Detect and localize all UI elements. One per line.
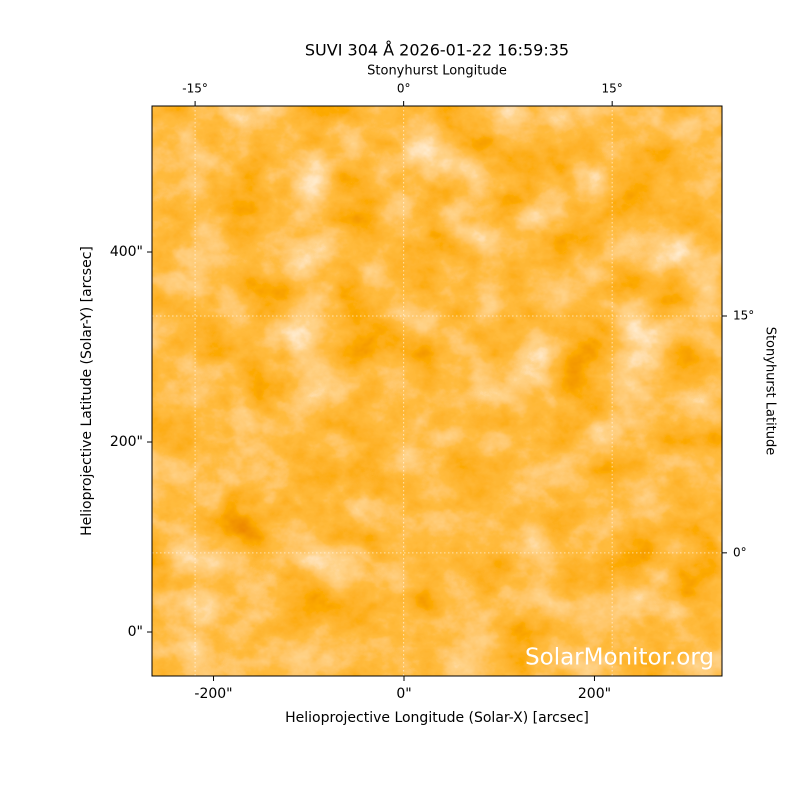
watermark: SolarMonitor.org — [525, 645, 714, 671]
x2-tick-label: 0° — [397, 82, 411, 96]
solar-image — [152, 106, 722, 676]
x2-tick-label: 15° — [602, 82, 623, 96]
chart-title: SUVI 304 Å 2026-01-22 16:59:35 — [305, 41, 569, 60]
y2-tick-label: 0° — [733, 545, 747, 559]
y-tick-label: 400" — [110, 244, 143, 260]
x-tick-label: 0" — [396, 686, 411, 702]
y-axis-label: Helioprojective Latitude (Solar-Y) [arcs… — [79, 246, 95, 536]
y-tick-label: 0" — [128, 624, 143, 640]
x-axis-label: Helioprojective Longitude (Solar-X) [arc… — [285, 710, 589, 726]
x-tick-label: -200" — [194, 686, 232, 702]
x2-tick-label: -15° — [182, 82, 208, 96]
y2-tick-label: 15° — [733, 309, 754, 323]
x-tick-label: 200" — [578, 686, 611, 702]
y-tick-label: 200" — [110, 434, 143, 450]
y2-axis-label: Stonyhurst Latitude — [763, 327, 778, 456]
x2-axis-label: Stonyhurst Longitude — [367, 64, 507, 79]
plot-frame — [151, 105, 723, 677]
